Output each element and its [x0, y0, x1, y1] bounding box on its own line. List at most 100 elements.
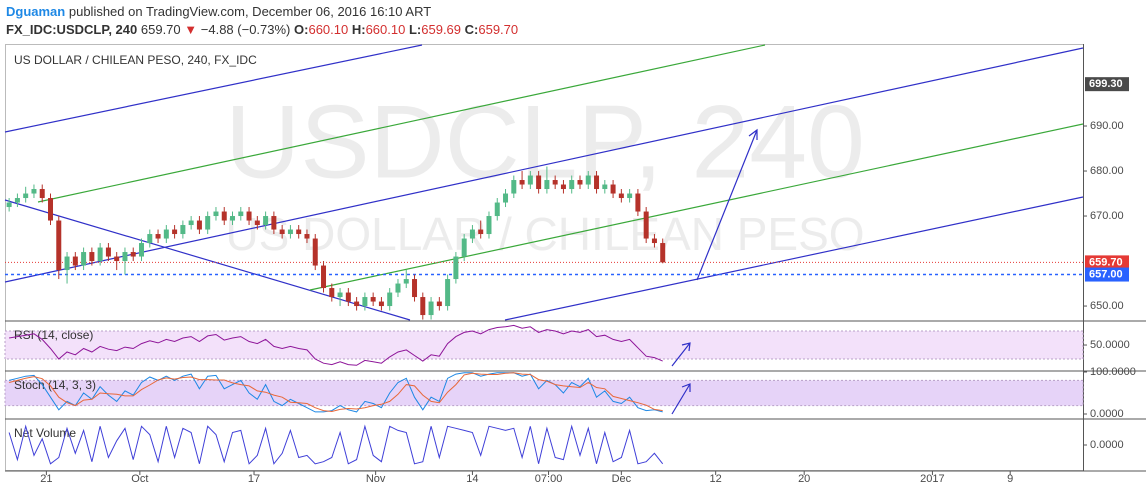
candle-body — [469, 229, 475, 239]
candle-body — [329, 288, 335, 298]
x-tick-label: Dec — [612, 473, 632, 485]
l-label: L: — [408, 22, 422, 37]
line-series — [9, 324, 663, 366]
c: 659.70 — [478, 22, 519, 37]
c-label: C: — [464, 22, 479, 37]
arrow — [696, 128, 758, 281]
o: 660.10 — [308, 22, 349, 37]
x-tick-label: 21 — [40, 473, 52, 485]
x-tick-label: 2017 — [920, 473, 944, 485]
quote-line: FX_IDC:USDCLP, 240 659.70 ▼ −4.88 (−0.73… — [6, 21, 518, 39]
candle-body — [544, 180, 550, 190]
candle-body — [594, 175, 600, 190]
candle-body — [287, 229, 293, 235]
pane-title: US DOLLAR / CHILEAN PESO, 240, FX_IDC — [14, 53, 257, 67]
candle-body — [213, 211, 219, 217]
x-tick-label: 12 — [710, 473, 722, 485]
h: 660.10 — [365, 22, 406, 37]
candle-body — [403, 279, 409, 284]
band — [4, 379, 1084, 407]
candle-body — [527, 175, 533, 185]
candle-body — [494, 202, 500, 217]
candle-body — [130, 252, 136, 257]
candle-body — [155, 234, 161, 239]
candle-body — [188, 220, 194, 226]
y-tick-label: 690.00 — [1090, 120, 1124, 132]
frame — [5, 44, 1146, 472]
candle-body — [486, 216, 492, 235]
candle-body — [420, 297, 426, 316]
arrow: ▼ — [184, 22, 198, 37]
pane-title: Stoch (14, 3, 3) — [14, 378, 96, 392]
candle-body — [180, 225, 186, 235]
pane-title: RSI (14, close) — [14, 328, 93, 342]
x-tick-label: 17 — [248, 473, 260, 485]
candle-body — [97, 247, 103, 262]
candle-body — [263, 216, 269, 226]
o-label: O: — [294, 22, 309, 37]
publish-line: Dguaman published on TradingView.com, De… — [6, 3, 518, 21]
change: −4.88 (−0.73%) — [200, 22, 291, 37]
candle-body — [412, 279, 418, 298]
price-tag — [1085, 267, 1129, 282]
candle-body — [478, 229, 484, 235]
candle-body — [254, 220, 260, 226]
candle-body — [279, 229, 285, 235]
candle-body — [139, 243, 145, 257]
candle-body — [445, 279, 451, 307]
candle-body — [246, 211, 252, 221]
candle-body — [89, 252, 95, 262]
candle-body — [221, 211, 227, 221]
candle-body — [205, 216, 211, 230]
x-tick-label: 20 — [798, 473, 810, 485]
x-tick-label: 07:00 — [535, 473, 563, 485]
candle-body — [362, 297, 368, 307]
candle-body — [64, 256, 70, 271]
candle-body — [428, 301, 434, 316]
candle-body — [39, 189, 45, 199]
channel-line — [309, 123, 1084, 291]
channel-line — [504, 196, 1084, 321]
y-tick-label: 0.0000 — [1090, 408, 1124, 420]
user[interactable]: Dguaman — [6, 4, 66, 19]
candle-body — [461, 238, 467, 257]
candle-body — [519, 180, 525, 185]
candle-body — [196, 220, 202, 230]
x-tick-label: 9 — [1007, 473, 1013, 485]
candle-body — [536, 175, 542, 190]
symbol: FX_IDC:USDCLP, 240 — [6, 22, 138, 37]
candle-body — [660, 243, 666, 263]
l: 659.69 — [421, 22, 462, 37]
candle-body — [651, 238, 657, 244]
last: 659.70 — [140, 22, 181, 37]
candle-body — [436, 301, 442, 307]
candle-body — [122, 252, 128, 262]
candle-body — [635, 193, 641, 212]
candle-body — [6, 202, 12, 208]
candle-body — [643, 211, 649, 239]
price-tag — [1085, 77, 1129, 92]
candle-body — [23, 193, 29, 199]
candle-body — [14, 198, 20, 203]
watermark-sub: US DOLLAR / CHILEAN PESO — [225, 208, 864, 260]
candle-body — [147, 234, 153, 244]
candle-body — [48, 198, 54, 221]
price-tag-label: 659.70 — [1089, 256, 1123, 268]
candle-body — [238, 211, 244, 217]
candle-body — [453, 256, 459, 280]
price-tag — [1085, 255, 1129, 270]
candle-body — [271, 216, 277, 230]
x-tick-label: Nov — [366, 473, 386, 485]
candle-body — [610, 184, 616, 194]
y-tick-label: 100.0000 — [1090, 366, 1136, 378]
candle-body — [105, 247, 111, 257]
candle-body — [511, 180, 517, 194]
x-tick-label: 14 — [466, 473, 478, 485]
candle-body — [312, 238, 318, 266]
candle-body — [321, 265, 327, 289]
y-tick-label: 650.00 — [1090, 300, 1124, 312]
y-tick-label: 670.00 — [1090, 210, 1124, 222]
